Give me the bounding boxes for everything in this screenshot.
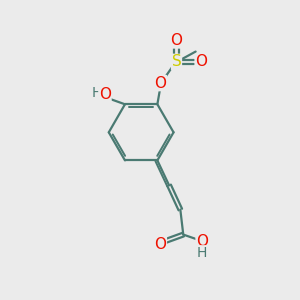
Text: O: O: [154, 237, 166, 252]
Text: S: S: [172, 54, 182, 69]
Text: H: H: [197, 246, 207, 260]
Text: O: O: [170, 33, 182, 48]
Text: O: O: [154, 76, 166, 91]
Text: O: O: [196, 234, 208, 249]
Text: O: O: [195, 54, 207, 69]
Text: H: H: [92, 85, 102, 100]
Text: O: O: [99, 87, 111, 102]
